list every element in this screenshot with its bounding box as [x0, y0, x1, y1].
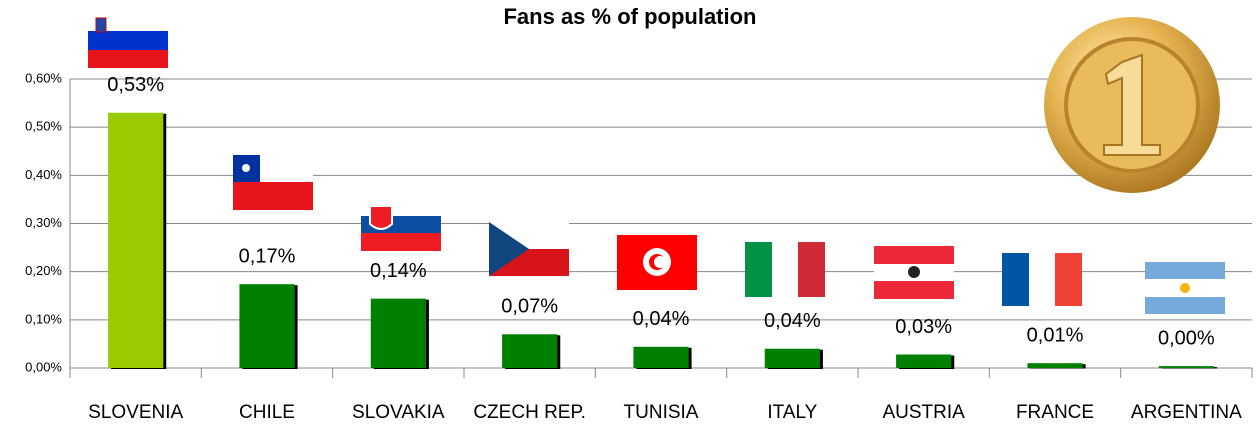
- bar: [1159, 366, 1214, 368]
- x-tick-label: CZECH REP.: [473, 402, 586, 423]
- y-tick-label: 0,40%: [25, 167, 62, 182]
- y-tick-label: 0,60%: [25, 70, 62, 85]
- x-tick-label: SLOVENIA: [88, 402, 183, 423]
- value-label: 0,00%: [1158, 327, 1215, 349]
- x-tick-label: ITALY: [767, 402, 817, 423]
- x-tick-label: AUSTRIA: [882, 402, 965, 423]
- bar: [765, 349, 820, 368]
- bar: [896, 355, 951, 368]
- flag-slovakia: [361, 198, 441, 251]
- value-label: 0,04%: [633, 308, 690, 330]
- value-label: 0,53%: [107, 74, 164, 96]
- x-tick-label: ARGENTINA: [1131, 402, 1242, 423]
- y-tick-label: 0,00%: [25, 359, 62, 374]
- medal-icon: [1044, 17, 1220, 193]
- chart: Fans as % of population 0,00% 0,10% 0,20% 0…: [0, 0, 1256, 424]
- x-tick-label: CHILE: [239, 402, 295, 423]
- flag-france: [1002, 253, 1082, 306]
- flags: [88, 12, 1225, 314]
- bar: [108, 113, 163, 368]
- y-tick-label: 0,30%: [25, 215, 62, 230]
- flag-czech: [489, 222, 569, 276]
- y-tick-label: 0,20%: [25, 263, 62, 278]
- value-label: 0,17%: [239, 245, 296, 267]
- chart-title: Fans as % of population: [503, 4, 756, 29]
- y-tick-label: 0,50%: [25, 119, 62, 134]
- flag-tunisia: [617, 235, 697, 290]
- bar: [502, 334, 557, 368]
- flag-slovenia: [88, 12, 168, 68]
- bar: [1027, 363, 1082, 368]
- y-tick-label: 0,10%: [25, 311, 62, 326]
- bar: [371, 299, 426, 368]
- x-tick-label: TUNISIA: [624, 402, 699, 423]
- value-label: 0,01%: [1027, 324, 1084, 346]
- value-label: 0,07%: [501, 296, 558, 318]
- flag-austria: [874, 246, 954, 299]
- value-label: 0,03%: [895, 316, 952, 338]
- bar: [239, 284, 294, 368]
- flag-italy: [745, 242, 825, 297]
- x-tick-label: FRANCE: [1016, 402, 1094, 423]
- bar: [633, 347, 688, 368]
- value-label: 0,04%: [764, 310, 821, 332]
- flag-chile: [233, 155, 313, 210]
- x-tick-label: SLOVAKIA: [352, 402, 445, 423]
- value-label: 0,14%: [370, 260, 427, 282]
- flag-argentina: [1145, 262, 1225, 314]
